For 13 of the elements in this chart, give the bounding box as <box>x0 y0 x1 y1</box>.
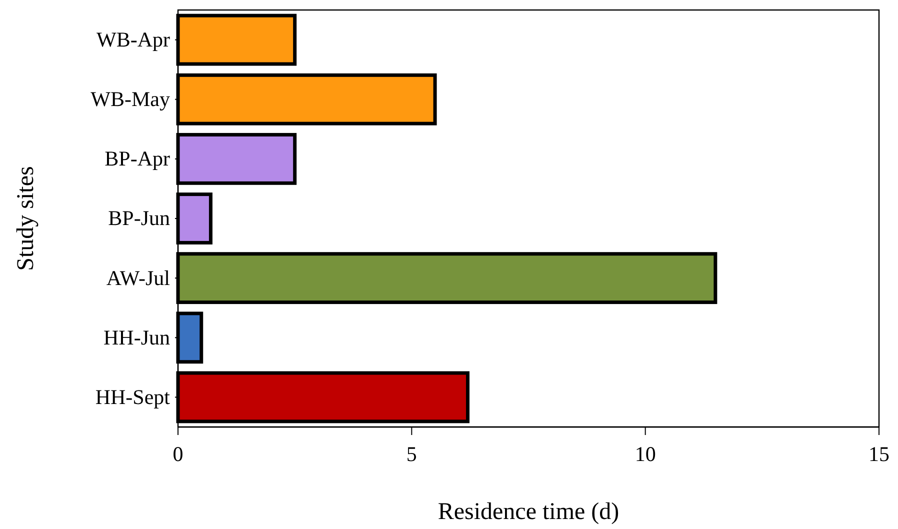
y-tick-label: AW-Jul <box>106 266 170 290</box>
y-tick-label: BP-Jun <box>108 206 170 230</box>
x-tick-label: 15 <box>868 442 890 466</box>
y-axis-title: Study sites <box>13 166 39 271</box>
y-tick-label: HH-Sept <box>95 384 170 409</box>
x-axis-title: Residence time (d) <box>438 499 620 525</box>
y-tick-label: WB-Apr <box>96 28 170 52</box>
x-tick-label: 10 <box>634 442 656 466</box>
y-tick-label: WB-May <box>90 87 170 112</box>
y-tick-label: BP-Apr <box>104 146 170 171</box>
y-tick-label: HH-Jun <box>104 325 170 350</box>
x-tick-label: 5 <box>406 442 417 466</box>
x-tick-label: 0 <box>172 442 184 466</box>
